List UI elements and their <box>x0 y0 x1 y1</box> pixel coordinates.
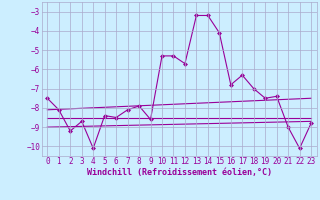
X-axis label: Windchill (Refroidissement éolien,°C): Windchill (Refroidissement éolien,°C) <box>87 168 272 177</box>
